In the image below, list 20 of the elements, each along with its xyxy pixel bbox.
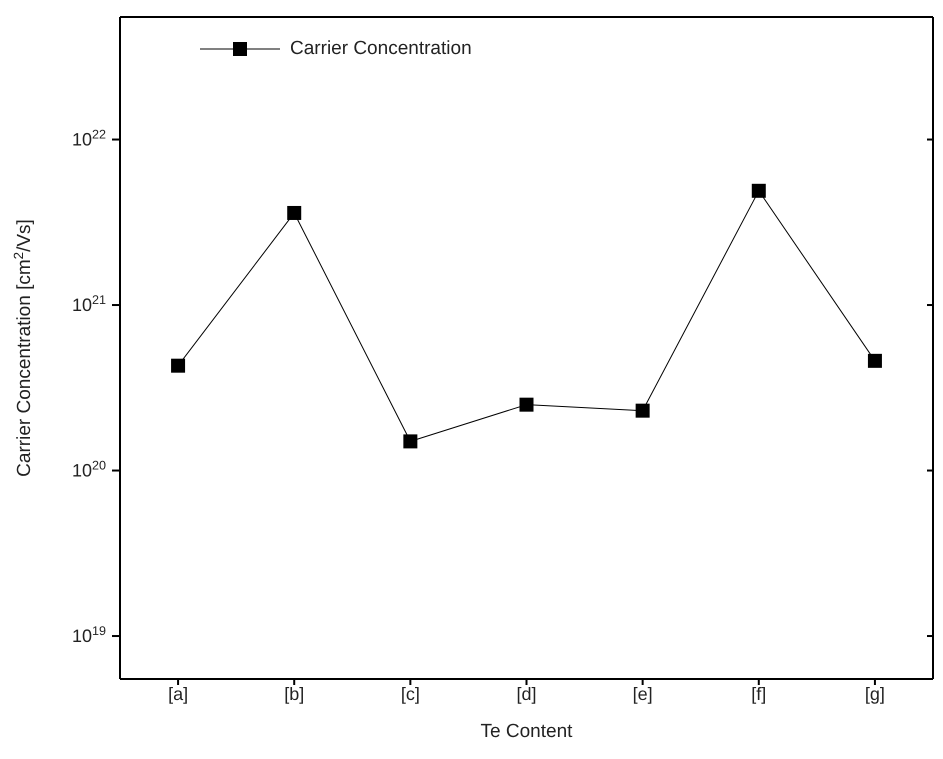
point	[636, 404, 650, 418]
y-tick-label: 10$^{19}$	[72, 624, 106, 646]
legend-label: Carrier Concentration	[290, 38, 472, 60]
y-tick-label: 10$^{22}$	[72, 128, 106, 150]
point	[752, 184, 766, 198]
point	[403, 434, 418, 448]
y-tick-label: 10$^{21}$	[72, 293, 106, 316]
y-tick-label: 10$^{20}$	[72, 458, 106, 481]
x-tick-label: [g]	[864, 684, 885, 704]
point	[171, 358, 186, 373]
x-tick-label: [f]	[751, 684, 766, 704]
x-tick-label: [a]	[168, 684, 188, 704]
x-tick-label: [c]	[400, 684, 420, 704]
x-axis-title: Te Content	[480, 721, 574, 742]
point	[868, 354, 882, 368]
x-tick-label: [b]	[284, 684, 304, 704]
x-tick-label: [d]	[516, 684, 537, 704]
x-tick-label: [e]	[632, 684, 653, 704]
point	[520, 398, 534, 412]
point	[287, 206, 302, 220]
